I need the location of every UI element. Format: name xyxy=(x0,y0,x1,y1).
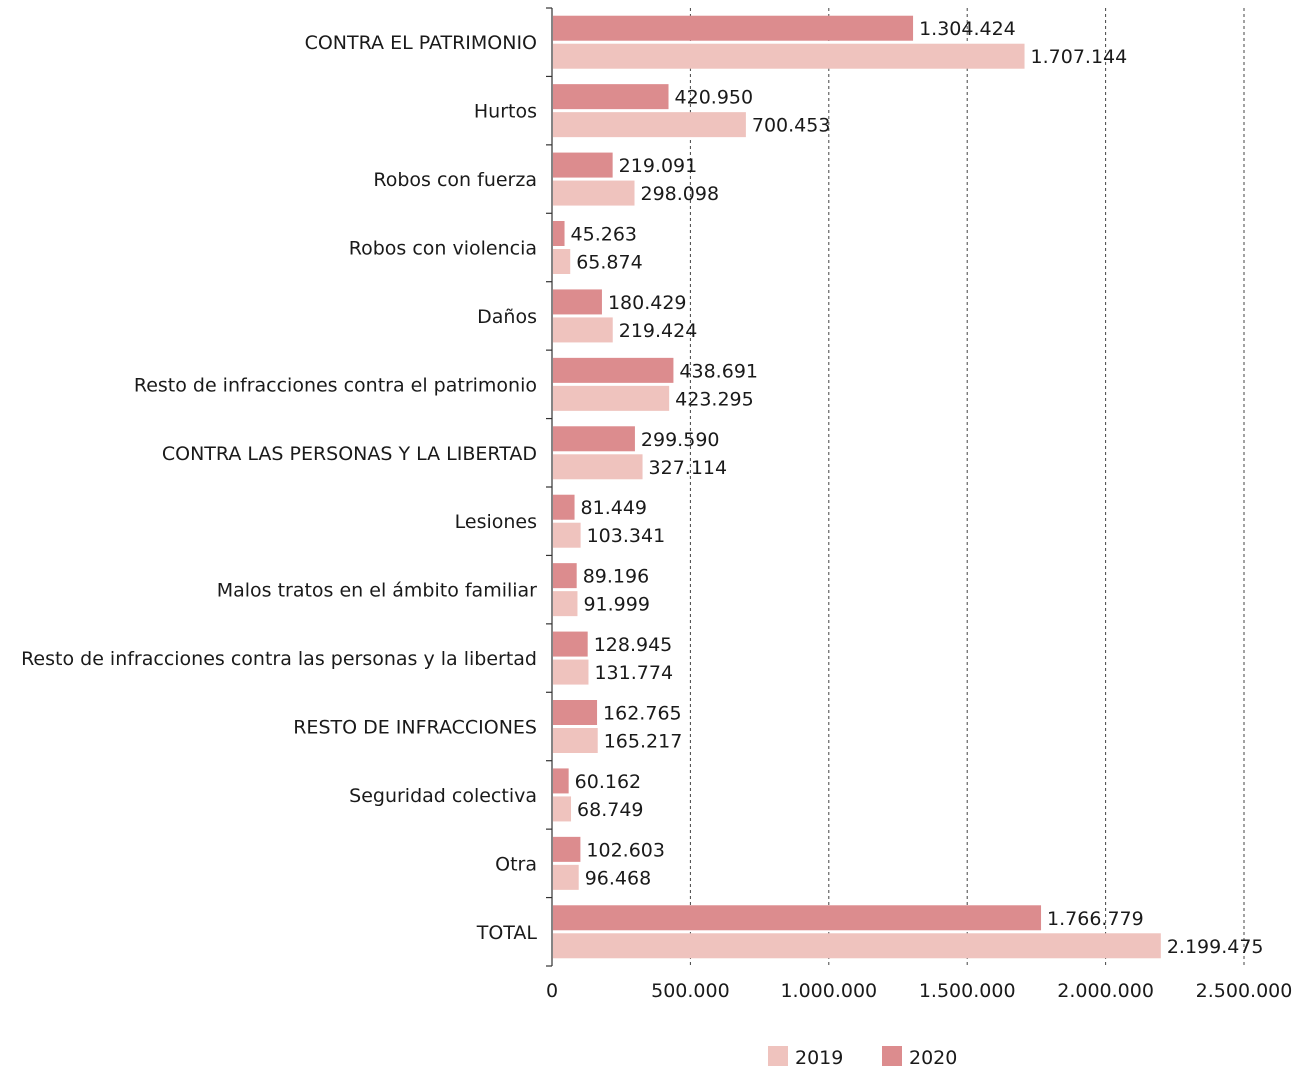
bar-2019-9 xyxy=(553,659,589,685)
legend-label-2019: 2019 xyxy=(795,1047,843,1067)
data-label-2019-7: 103.341 xyxy=(587,525,666,547)
bar-2019-12 xyxy=(553,864,579,890)
bar-2019-8 xyxy=(553,591,578,617)
data-label-2020-0: 1.304.424 xyxy=(919,18,1016,40)
legend: 2019 2020 xyxy=(768,1046,957,1067)
x-tick-label-3: 1.500.000 xyxy=(919,980,1016,1002)
bar-2020-6 xyxy=(553,426,635,452)
bar-2019-2 xyxy=(553,180,635,206)
data-label-2019-1: 700.453 xyxy=(752,115,831,137)
data-label-2019-3: 65.874 xyxy=(576,252,642,274)
category-label-2: Robos con fuerza xyxy=(373,169,537,191)
grid-layer xyxy=(689,8,1245,966)
bar-2020-12 xyxy=(553,836,581,862)
data-label-2020-7: 81.449 xyxy=(581,497,647,519)
data-label-2020-2: 219.091 xyxy=(619,155,698,177)
bar-2020-0 xyxy=(553,15,914,41)
labels-layer: 1.304.424 1.707.144 CONTRA EL PATRIMONIO 42… xyxy=(21,18,1263,958)
legend-label-2020: 2020 xyxy=(909,1047,957,1067)
category-label-12: Otra xyxy=(495,853,537,875)
bar-2019-10 xyxy=(553,728,598,753)
data-label-2020-11: 60.162 xyxy=(575,771,641,793)
data-label-2020-13: 1.766.779 xyxy=(1047,908,1144,930)
bar-2020-13 xyxy=(553,905,1042,931)
bar-2020-3 xyxy=(553,221,565,246)
data-label-2019-2: 298.098 xyxy=(641,183,720,205)
bar-2019-7 xyxy=(553,522,581,548)
bar-2019-1 xyxy=(553,112,746,138)
category-label-0: CONTRA EL PATRIMONIO xyxy=(305,32,537,54)
category-label-3: Robos con violencia xyxy=(349,238,537,260)
data-label-2020-3: 45.263 xyxy=(571,224,637,246)
bar-2020-10 xyxy=(553,700,598,725)
category-label-13: TOTAL xyxy=(476,922,538,944)
data-label-2019-9: 131.774 xyxy=(594,662,673,684)
bar-2020-9 xyxy=(553,631,588,657)
data-label-2019-13: 2.199.475 xyxy=(1167,936,1264,958)
bar-2019-11 xyxy=(553,796,572,822)
category-label-8: Malos tratos en el ámbito familiar xyxy=(217,580,537,602)
data-label-2020-9: 128.945 xyxy=(594,634,673,656)
x-tick-label-2: 1.000.000 xyxy=(780,980,877,1002)
bar-2019-4 xyxy=(553,317,613,343)
bar-2020-5 xyxy=(553,357,674,383)
category-label-4: Daños xyxy=(477,306,537,328)
x-tick-label-0: 0 xyxy=(546,980,558,1002)
x-tick-label-5: 2.500.000 xyxy=(1196,980,1293,1002)
category-label-7: Lesiones xyxy=(455,511,537,533)
bar-2020-4 xyxy=(553,289,602,315)
data-label-2020-8: 89.196 xyxy=(583,566,649,588)
bar-2019-6 xyxy=(553,454,643,480)
data-label-2020-12: 102.603 xyxy=(586,839,665,861)
data-label-2019-0: 1.707.144 xyxy=(1031,46,1128,68)
bar-2019-5 xyxy=(553,385,670,411)
category-label-9: Resto de infracciones contra las persona… xyxy=(21,648,537,670)
category-label-11: Seguridad colectiva xyxy=(349,785,537,807)
x-tick-label-4: 2.000.000 xyxy=(1057,980,1154,1002)
data-label-2020-1: 420.950 xyxy=(675,87,754,109)
data-label-2019-6: 327.114 xyxy=(649,457,728,479)
data-label-2019-10: 165.217 xyxy=(604,731,683,753)
legend-swatch-2019 xyxy=(768,1046,788,1066)
bar-2020-11 xyxy=(553,768,569,794)
bar-2020-8 xyxy=(553,563,577,589)
bars-layer xyxy=(553,15,1161,959)
bar-2020-1 xyxy=(553,84,669,110)
data-label-2019-11: 68.749 xyxy=(577,799,643,821)
category-label-6: CONTRA LAS PERSONAS Y LA LIBERTAD xyxy=(162,443,537,465)
bar-2020-2 xyxy=(553,152,613,178)
data-label-2019-5: 423.295 xyxy=(675,388,754,410)
legend-swatch-2020 xyxy=(882,1046,902,1066)
data-label-2019-8: 91.999 xyxy=(583,594,649,616)
axis-layer: 0 500.000 1.000.000 1.500.000 2.000.000 2.500… xyxy=(546,7,1293,1002)
data-label-2020-5: 438.691 xyxy=(679,360,758,382)
category-label-10: RESTO DE INFRACCIONES xyxy=(293,717,537,739)
data-label-2019-12: 96.468 xyxy=(585,867,651,889)
bar-2019-0 xyxy=(553,43,1025,69)
data-label-2020-10: 162.765 xyxy=(603,703,682,725)
bar-2019-13 xyxy=(553,933,1161,959)
category-label-1: Hurtos xyxy=(474,101,537,123)
data-label-2019-4: 219.424 xyxy=(619,320,698,342)
bar-2019-3 xyxy=(553,249,571,274)
x-tick-label-1: 500.000 xyxy=(651,980,730,1002)
bar-2020-7 xyxy=(553,494,575,520)
category-label-5: Resto de infracciones contra el patrimon… xyxy=(134,374,537,396)
data-label-2020-4: 180.429 xyxy=(608,292,687,314)
data-label-2020-6: 299.590 xyxy=(641,429,720,451)
